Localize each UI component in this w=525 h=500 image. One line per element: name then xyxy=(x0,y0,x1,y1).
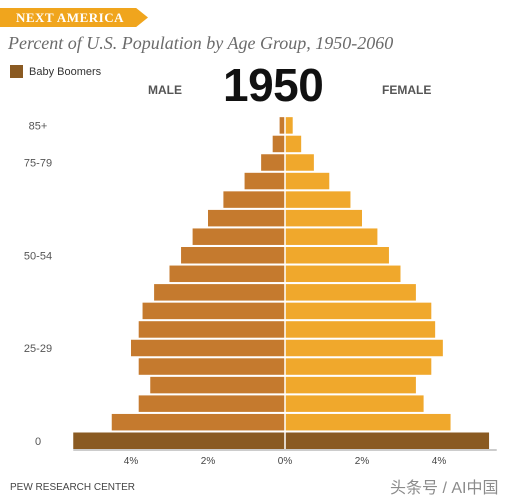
female-bar xyxy=(285,302,432,320)
female-bar xyxy=(285,117,293,134)
male-bar xyxy=(181,247,285,264)
female-bar xyxy=(285,358,432,375)
y-tick-label: 25-29 xyxy=(24,343,52,355)
female-bar xyxy=(285,339,443,357)
female-bar xyxy=(285,413,451,431)
y-tick-label: 50-54 xyxy=(24,250,52,262)
male-bar xyxy=(138,358,285,375)
female-bar xyxy=(285,135,302,153)
banner-label: NEXT AMERICA xyxy=(16,10,124,25)
male-bar xyxy=(138,321,285,338)
watermark: 头条号 / AI中国 xyxy=(390,480,499,497)
female-bar xyxy=(285,154,314,171)
male-bar xyxy=(142,302,285,320)
male-bar xyxy=(131,339,285,357)
y-tick-label: 85+ xyxy=(29,120,48,132)
female-bar xyxy=(285,432,490,449)
male-bar xyxy=(138,395,285,412)
female-bar xyxy=(285,376,416,394)
male-bar xyxy=(244,172,285,190)
male-bar xyxy=(261,154,285,171)
female-bar xyxy=(285,209,362,227)
banner-shape xyxy=(0,8,148,27)
male-bar xyxy=(208,209,285,227)
year-label: 1950 xyxy=(223,59,324,111)
female-bar xyxy=(285,191,351,208)
female-bar xyxy=(285,228,378,245)
male-bar xyxy=(192,228,285,245)
male-bar xyxy=(154,284,285,301)
y-tick-label: 75-79 xyxy=(24,158,52,170)
x-tick-label: 2% xyxy=(201,456,216,467)
x-tick-label: 4% xyxy=(432,456,447,467)
female-label: FEMALE xyxy=(382,83,432,97)
male-bar xyxy=(279,117,285,134)
male-bar xyxy=(73,432,285,449)
male-bar xyxy=(272,135,285,153)
female-bar xyxy=(285,284,416,301)
male-bar xyxy=(111,413,285,431)
female-bar xyxy=(285,395,424,412)
male-bar xyxy=(169,265,285,283)
male-bar xyxy=(150,376,285,394)
y-tick-label: 0 xyxy=(35,436,41,448)
source-credit: PEW RESEARCH CENTER xyxy=(10,482,136,493)
female-bar xyxy=(285,247,389,264)
male-label: MALE xyxy=(148,83,182,97)
x-tick-label: 2% xyxy=(355,456,370,467)
male-bar xyxy=(223,191,285,208)
legend-label: Baby Boomers xyxy=(29,65,102,78)
legend: Baby Boomers xyxy=(10,65,101,78)
chart-title: Percent of U.S. Population by Age Group,… xyxy=(8,33,394,53)
x-tick-label: 4% xyxy=(124,456,139,467)
legend-swatch xyxy=(10,65,23,78)
female-bar xyxy=(285,265,401,283)
x-tick-label: 0% xyxy=(278,456,293,467)
female-bar xyxy=(285,321,436,338)
female-bar xyxy=(285,172,330,190)
